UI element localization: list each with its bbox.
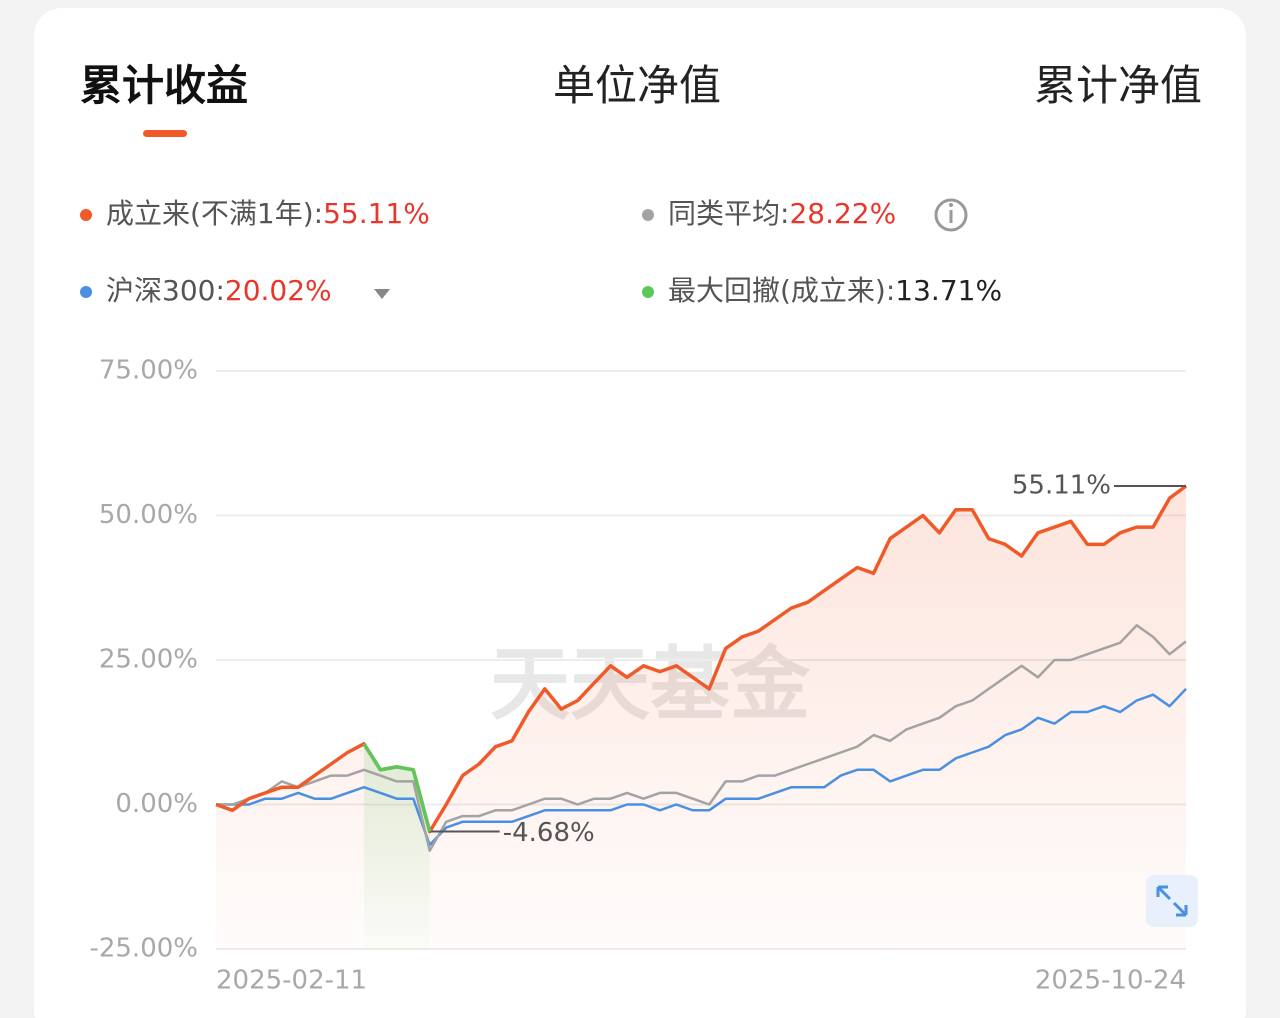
legend-value: 28.22% (789, 197, 896, 230)
legend-dot (642, 286, 654, 298)
legend-entry: 同类平均:28.22% (668, 197, 896, 230)
expand-button[interactable] (1146, 875, 1198, 927)
area (363, 743, 430, 949)
x-tick-label: 2025-10-24 (1035, 966, 1186, 996)
legend-name: 最大回撤(成立来): (668, 274, 895, 307)
legend-value: 13.71% (895, 274, 1002, 307)
legend-name: 沪深300: (106, 274, 225, 307)
series-line (216, 687, 1187, 847)
dropdown-arrow[interactable] (374, 289, 390, 299)
legend-name: 成立来(不满1年): (106, 197, 323, 230)
tab[interactable]: 累计收益 (80, 61, 248, 110)
y-tick-label: 75.00% (99, 356, 198, 386)
x-tick-label: 2025-02-11 (216, 966, 367, 996)
area (216, 485, 1186, 949)
y-tick-label: 25.00% (99, 645, 198, 675)
y-tick-label: -25.00% (89, 934, 198, 964)
annotation: -4.68% (503, 818, 595, 848)
annotation: 55.11% (1012, 470, 1111, 500)
legend-dot (80, 286, 92, 298)
legend-entry: 成立来(不满1年):55.11% (106, 197, 430, 230)
tab[interactable]: 单位净值 (553, 61, 721, 110)
info-icon[interactable] (934, 198, 968, 232)
legend-entry: 最大回撤(成立来):13.71% (668, 274, 1002, 307)
y-tick-label: 0.00% (115, 789, 198, 819)
legend-entry: 沪深300:20.02% (106, 274, 332, 307)
tab[interactable]: 累计净值 (1034, 61, 1202, 110)
series-line (216, 624, 1187, 852)
expand-icon (1156, 885, 1188, 917)
tab-indicator (143, 130, 187, 137)
info-icon-dot (949, 203, 953, 207)
y-tick-label: 50.00% (99, 500, 198, 530)
series-line (362, 742, 432, 833)
legend-dot (80, 209, 92, 221)
legend-name: 同类平均: (668, 197, 789, 230)
legend-value: 20.02% (225, 274, 332, 307)
legend-value: 55.11% (323, 197, 430, 230)
legend-dot (642, 209, 654, 221)
